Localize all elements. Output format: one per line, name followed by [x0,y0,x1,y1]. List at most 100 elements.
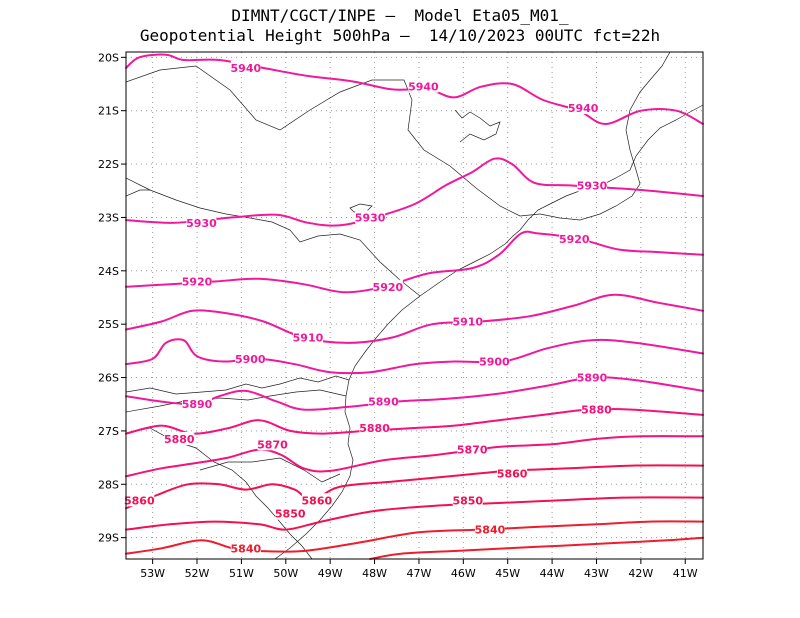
country-border [125,375,350,395]
x-tick-label: 48W [362,567,387,580]
contour-label-bg [497,466,528,480]
chart-title-line-2: Geopotential Height 500hPa – 14/10/2023 … [139,26,661,45]
plot-area [126,52,703,559]
contour-label-bg [275,506,306,520]
contour-label: 5900 [479,356,510,369]
y-tick-label: 23S [98,211,119,224]
contour-label: 5900 [235,353,266,366]
x-tick-label: 49W [318,567,343,580]
contour-label: 5930 [186,217,217,230]
y-tick-label: 27S [98,425,119,438]
contour-5920 [125,230,704,294]
contour-label: 5930 [355,211,386,224]
state-border-mg-es [625,51,671,171]
contour-5910 [125,293,704,344]
contour-label: 5850 [275,508,306,521]
coastline [274,104,704,560]
state-border-sp-mg [125,65,541,217]
contour-label-bg [577,370,608,384]
x-tick-label: 46W [451,567,476,580]
x-tick-label: 45W [495,567,520,580]
y-tick-label: 20S [98,51,119,64]
contour-label-bg [479,354,510,368]
y-tick-label: 25S [98,318,119,331]
contour-label-bg [292,330,323,344]
x-tick-label: 53W [140,567,165,580]
contour-label: 5850 [452,494,483,507]
contour-5840 [125,520,704,555]
contour-label: 5870 [257,438,288,451]
contour-label: 5890 [368,396,399,409]
chart-title-line-1: DIMNT/CGCT/INPE – Model Eta05_M01_ [231,6,569,25]
contour-label: 5920 [559,233,590,246]
contour-label: 5860 [497,468,528,481]
contour-label: 5890 [182,398,213,411]
contour-label-bg [568,101,599,115]
state-border-mg-rj [539,169,641,221]
contour-label-bg [230,61,261,75]
contour-label-bg [186,215,217,229]
x-tick-label: 50W [273,567,298,580]
state-border-sc-rs [125,389,347,413]
contour-label-bg [359,421,390,435]
contour-label: 5940 [408,81,439,94]
state-border-pr-sp [125,177,421,297]
contour-label: 5920 [373,281,404,294]
x-tick-label: 41W [673,567,698,580]
contour-label-bg [457,442,488,456]
contour-label-bg [235,351,266,365]
plot-frame [125,51,704,560]
contour-label-bg [559,231,590,245]
contour-label: 5870 [457,444,488,457]
contour-label-bg [164,431,195,445]
x-tick-label: 51W [229,567,254,580]
y-tick-label: 29S [98,532,119,545]
contour-label: 5880 [581,404,612,417]
contour-5870 [125,435,704,478]
contour-label-bg [182,274,213,288]
contour-label-bg [301,493,332,507]
contour-label: 5910 [293,332,324,345]
contour-label-bg [452,493,483,507]
y-tick-label: 26S [98,372,119,385]
contour-label: 5910 [452,316,483,329]
river-rj-bay [454,109,501,143]
contour-label-bg [182,397,213,411]
y-tick-label: 21S [98,105,119,118]
contour-labels: 5940 5940 5940 5930 5930 5930 5920 5920 5920 5910… [124,61,612,555]
contour-label: 5920 [182,275,213,288]
x-tick-label: 42W [628,567,653,580]
y-axis: 20S 21S 22S 23S 24S 25S 26S 27S 28S 29S [98,51,126,545]
contour-label-bg [230,541,261,555]
x-tick-label: 44W [540,567,565,580]
y-tick-label: 24S [98,265,119,278]
contour-label-bg [368,394,399,408]
contour-label: 5940 [231,62,262,75]
x-tick-label: 52W [185,567,210,580]
x-tick-label: 43W [584,567,609,580]
contour-label-bg [408,79,439,93]
reservoir [349,203,373,213]
contour-label: 5860 [302,494,333,507]
contour-label: 5840 [231,542,262,555]
contour-label: 5940 [568,102,599,115]
contour-label: 5860 [124,494,155,507]
contour-label-bg [577,178,608,192]
contour-label-bg [355,210,386,224]
contour-label: 5930 [577,179,608,192]
x-tick-label: 47W [407,567,432,580]
contour-label-bg [124,493,155,507]
contour-5830 [369,536,704,560]
contour-label: 5840 [475,524,506,537]
contour-label-bg [581,402,612,416]
x-axis: 53W 52W 51W 50W 49W 48W 47W 46W 45W 44W 43W 42W 41W [140,559,698,580]
state-border-sc-rs-2 [199,457,341,483]
map-boundaries [125,51,704,560]
contour-label: 5880 [164,433,195,446]
state-border-ms-pr [125,189,150,197]
y-tick-label: 28S [98,478,119,491]
contour-5850 [125,496,704,531]
contour-label-bg [452,314,483,328]
y-tick-label: 22S [98,158,119,171]
